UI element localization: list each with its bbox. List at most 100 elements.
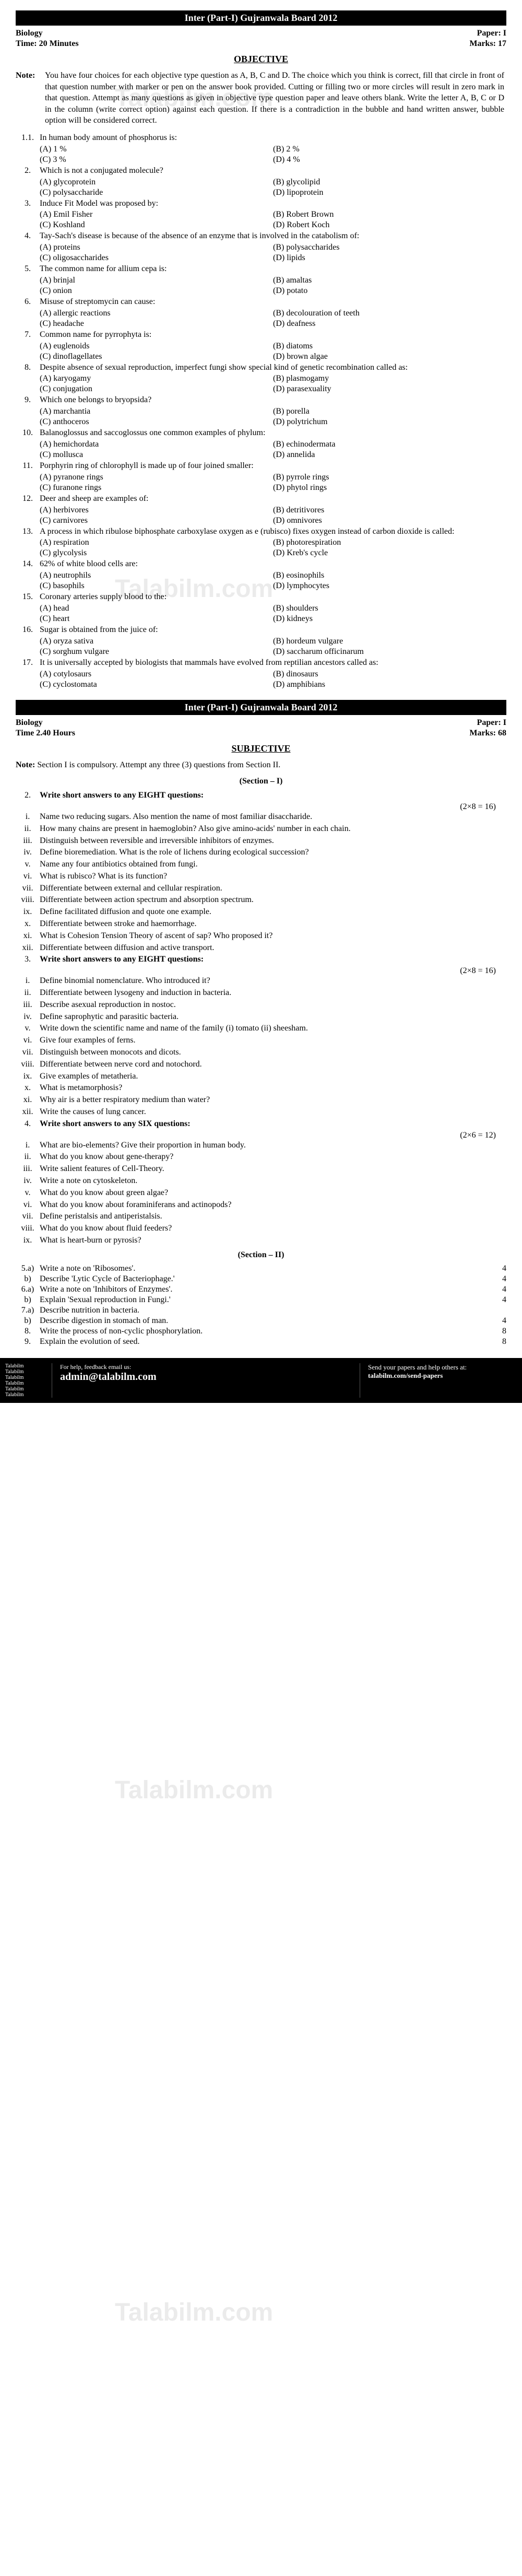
q-text: Deer and sheep are examples of: [40,494,506,505]
roman-num: v. [16,1188,40,1199]
q-text: Write the process of non-cyclic phosphor… [40,1327,491,1336]
footer-brand-line: Talabilm [5,1369,48,1375]
option-b: (B) detritivores [273,506,506,515]
q-text: Coronary arteries supply blood to the: [40,592,506,603]
q-number: 6.a) [16,1285,40,1294]
q-text: Balanoglossus and saccoglossus one commo… [40,428,506,439]
q-number: 9. [16,1337,40,1346]
sub-question: vi.What is rubisco? What is its function… [16,871,506,882]
objective-question: 15.Coronary arteries supply blood to the… [16,592,506,603]
q-number: b) [16,1295,40,1305]
option-b: (B) echinodermata [273,440,506,449]
sub-q-text: Define facilitated diffusion and quote o… [40,907,506,918]
options-row: (C) oligosaccharides(D) lipids [40,253,506,263]
objective-question: 16.Sugar is obtained from the juice of: [16,625,506,636]
sub-q-text: What is metamorphosis? [40,1083,506,1094]
sub-question: viii.Differentiate between nerve cord an… [16,1059,506,1070]
options-row: (C) heart(D) kidneys [40,614,506,624]
option-b: (B) decolouration of teeth [273,309,506,318]
q-text: Sugar is obtained from the juice of: [40,625,506,636]
options-row: (C) headache(D) deafness [40,319,506,329]
sub-question: vii.Differentiate between external and c… [16,883,506,894]
q3-marks: (2×8 = 16) [16,966,496,976]
sub-question: ii.Differentiate between lysogeny and in… [16,988,506,999]
objective-question: 1.1.In human body amount of phosphorus i… [16,133,506,144]
q-mark: 4 [491,1295,506,1305]
q-text: Tay-Sach's disease is because of the abs… [40,231,506,242]
roman-num: iv. [16,847,40,858]
q-number: 6. [16,297,40,308]
footer-brand-line: Talabilm [5,1375,48,1380]
options-row: (C) dinoflagellates(D) brown algae [40,352,506,361]
option-a: (A) allergic reactions [40,309,273,318]
option-d: (D) lymphocytes [273,581,506,591]
objective-question: 17.It is universally accepted by biologi… [16,658,506,669]
objective-question: 10.Balanoglossus and saccoglossus one co… [16,428,506,439]
subject-2: Biology [16,718,43,728]
sub-question: i.Define binomial nomenclature. Who intr… [16,976,506,987]
option-d: (D) omnivores [273,516,506,525]
roman-num: vii. [16,1047,40,1058]
roman-num: vii. [16,1211,40,1222]
sub-q-text: What do you know about gene-therapy? [40,1152,506,1163]
watermark: Talabilm.com [115,1776,273,1805]
sub-question: iv.Define bioremediation. What is the ro… [16,847,506,858]
options-row: (C) cyclostomata(D) amphibians [40,680,506,689]
time-1: Time: 20 Minutes [16,39,79,49]
options-row: (C) anthoceros(D) polytrichum [40,417,506,427]
option-c: (C) dinoflagellates [40,352,273,361]
sub-question: vii.Define peristalsis and antiperistals… [16,1211,506,1222]
option-b: (B) diatoms [273,342,506,351]
objective-question: 6.Misuse of streptomycin can cause: [16,297,506,308]
paper-2: Paper: I [477,718,506,728]
watermark: Talabilm.com [115,2298,273,2327]
q-text: A process in which ribulose biphosphate … [40,526,506,537]
roman-num: vi. [16,1200,40,1211]
roman-num: x. [16,1083,40,1094]
sub-question: i.What are bio-elements? Give their prop… [16,1140,506,1151]
q-mark: 4 [491,1316,506,1326]
option-b: (B) plasmogamy [273,374,506,383]
options-row: (A) head(B) shoulders [40,604,506,613]
q-number: 9. [16,395,40,406]
options-row: (C) mollusca(D) annelida [40,450,506,460]
option-a: (A) oryza sativa [40,637,273,646]
option-a: (A) hemichordata [40,440,273,449]
note-body: You have four choices for each objective… [45,70,504,126]
sub-q-text: Differentiate between nerve cord and not… [40,1059,506,1070]
option-c: (C) onion [40,286,273,296]
marks-1: Marks: 17 [469,39,506,49]
option-b: (B) polysaccharides [273,243,506,252]
q-number: 11. [16,461,40,472]
option-a: (A) respiration [40,538,273,547]
sub-question: xii.Write the causes of lung cancer. [16,1107,506,1118]
sub-q-text: Differentiate between stroke and haemorr… [40,919,506,930]
footer-brand-line: Talabilm [5,1363,48,1369]
section-2-label: (Section – II) [16,1250,506,1260]
sub-q-text: Write down the scientific name and name … [40,1023,506,1034]
footer-url: talabilm.com/send-papers [368,1372,517,1380]
sub-q-text: Define binomial nomenclature. Who introd… [40,976,506,987]
sub-q-text: What do you know about green algae? [40,1188,506,1199]
options-row: (A) allergic reactions(B) decolouration … [40,309,506,318]
objective-question: 7.Common name for pyrrophyta is: [16,330,506,341]
sub-q-text: Define saprophytic and parasitic bacteri… [40,1012,506,1023]
options-row: (A) marchantia(B) porella [40,407,506,416]
roman-num: xii. [16,943,40,954]
note2-body: Section I is compulsory. Attempt any thr… [37,760,280,769]
sub-q-text: Differentiate between external and cellu… [40,883,506,894]
option-d: (D) potato [273,286,506,296]
roman-num: i. [16,812,40,823]
q-number: 4. [16,231,40,242]
section2-question: b)Explain 'Sexual reproduction in Fungi.… [16,1295,506,1305]
option-d: (D) amphibians [273,680,506,689]
q-number: b) [16,1274,40,1284]
sub-question: ix.Define facilitated diffusion and quot… [16,907,506,918]
roman-num: iv. [16,1176,40,1187]
q-number: 17. [16,658,40,669]
q4-items: i.What are bio-elements? Give their prop… [16,1140,506,1246]
objective-question: 8.Despite absence of sexual reproduction… [16,362,506,373]
option-b: (B) eosinophils [273,571,506,580]
option-c: (C) 3 % [40,155,273,165]
options-row: (C) onion(D) potato [40,286,506,296]
